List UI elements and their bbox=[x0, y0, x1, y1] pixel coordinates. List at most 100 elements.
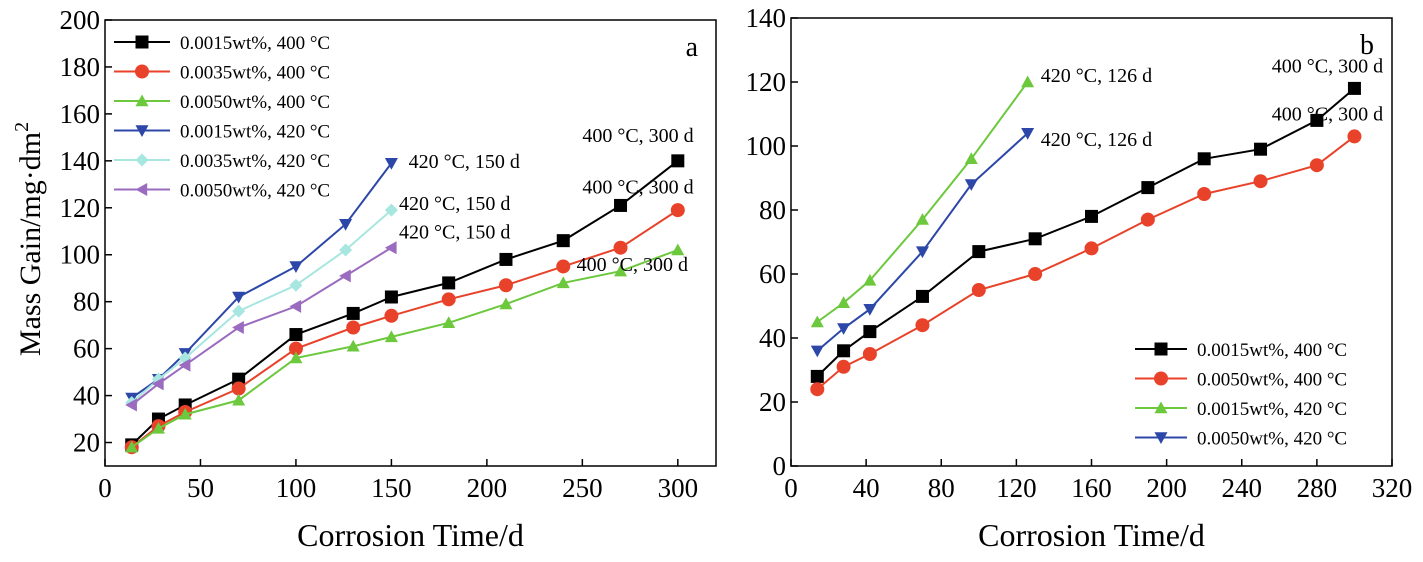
data-point bbox=[614, 264, 628, 277]
y-tick-label: 120 bbox=[60, 193, 101, 223]
x-tick-label: 80 bbox=[928, 473, 955, 503]
y-tick-label: 100 bbox=[60, 240, 101, 270]
data-point bbox=[915, 289, 929, 303]
x-tick-label: 0 bbox=[784, 473, 798, 503]
legend-entry: 0.0015wt%, 400 °C bbox=[1135, 340, 1347, 361]
legend-marker bbox=[135, 94, 149, 107]
legend-marker bbox=[1154, 371, 1168, 386]
y-tick-label: 180 bbox=[60, 52, 101, 82]
legend-entry: 0.0050wt%, 420 °C bbox=[1135, 429, 1347, 450]
legend-label: 0.0015wt%, 420 °C bbox=[180, 122, 330, 143]
data-point bbox=[670, 203, 685, 218]
data-point bbox=[964, 179, 978, 191]
data-point bbox=[289, 278, 303, 292]
data-point bbox=[289, 328, 303, 342]
data-point bbox=[442, 276, 456, 290]
data-point bbox=[384, 203, 398, 217]
data-point bbox=[289, 351, 303, 364]
data-point bbox=[556, 234, 570, 248]
y-tick-label: 80 bbox=[759, 195, 786, 225]
series-polyline bbox=[816, 132, 1029, 352]
data-point bbox=[346, 320, 361, 335]
y-tick-label: 120 bbox=[746, 67, 787, 97]
legend-entry: 0.0015wt%, 420 °C bbox=[114, 122, 330, 143]
legend-marker bbox=[135, 125, 149, 137]
legend: 0.0015wt%, 400 °C 0.0035wt%, 400 °C 0.0050… bbox=[114, 33, 330, 202]
data-point bbox=[232, 321, 244, 335]
data-point bbox=[810, 315, 824, 328]
data-point bbox=[232, 291, 246, 304]
series-line-3 bbox=[125, 243, 685, 453]
annotation-label: 420 °C, 150 d bbox=[399, 221, 510, 243]
y-tick-label: 0 bbox=[773, 451, 787, 481]
data-point bbox=[556, 276, 570, 289]
series-line-1 bbox=[125, 154, 685, 452]
data-point bbox=[178, 358, 191, 372]
x-tick-label: 250 bbox=[562, 473, 603, 503]
data-point bbox=[289, 299, 302, 313]
data-point bbox=[964, 152, 978, 164]
legend-marker bbox=[1154, 342, 1168, 356]
y-tick-label: 40 bbox=[73, 381, 100, 411]
data-point bbox=[614, 198, 628, 212]
legend-entry: 0.0050wt%, 420 °C bbox=[114, 181, 330, 202]
legend-label: 0.0050wt%, 420 °C bbox=[180, 181, 330, 202]
data-point bbox=[1347, 129, 1362, 144]
y-tick-label: 100 bbox=[746, 131, 787, 161]
data-point bbox=[863, 304, 877, 316]
data-point bbox=[971, 283, 986, 297]
legend-label: 0.0050wt%, 400 °C bbox=[1197, 370, 1347, 391]
x-tick-label: 100 bbox=[276, 473, 317, 503]
legend-entry: 0.0050wt%, 400 °C bbox=[1135, 370, 1347, 391]
data-point bbox=[384, 330, 398, 343]
data-point bbox=[1310, 113, 1324, 127]
y-tick-label: 140 bbox=[60, 146, 101, 176]
x-tick-label: 120 bbox=[996, 473, 1037, 503]
data-point bbox=[837, 296, 851, 308]
annotation-label: 400 °C, 300 d bbox=[582, 125, 693, 147]
x-axis-label: Corrosion Time/d bbox=[978, 517, 1205, 553]
data-point bbox=[384, 290, 398, 304]
data-point bbox=[613, 240, 628, 255]
data-point bbox=[232, 304, 246, 318]
panel-label: a bbox=[686, 32, 699, 63]
data-point bbox=[810, 369, 824, 383]
legend-label: 0.0035wt%, 420 °C bbox=[180, 151, 330, 172]
x-tick-label: 240 bbox=[1222, 473, 1263, 503]
data-point bbox=[288, 341, 303, 356]
data-point bbox=[1084, 241, 1099, 256]
legend-entry: 0.0015wt%, 400 °C bbox=[114, 33, 330, 54]
series-polyline bbox=[131, 249, 679, 449]
legend: 0.0015wt%, 400 °C 0.0050wt%, 400 °C 0.0015… bbox=[1135, 340, 1347, 450]
y-tick-label: 80 bbox=[73, 287, 100, 317]
data-point bbox=[384, 308, 399, 323]
data-point bbox=[810, 345, 824, 358]
data-point bbox=[1021, 128, 1035, 140]
data-point bbox=[339, 243, 353, 257]
legend-marker bbox=[135, 183, 148, 196]
annotation-label: 420 °C, 150 d bbox=[409, 151, 520, 173]
data-point bbox=[671, 154, 685, 168]
y-tick-label: 140 bbox=[746, 3, 787, 33]
data-point bbox=[125, 398, 137, 412]
y-axis-label-main: Mass Gain/mg·dm bbox=[14, 132, 47, 356]
data-point bbox=[1028, 232, 1042, 246]
data-point bbox=[1197, 152, 1211, 166]
y-tick-label: 60 bbox=[73, 334, 100, 364]
y-tick-label: 40 bbox=[759, 323, 786, 353]
data-point bbox=[339, 219, 353, 231]
x-tick-label: 40 bbox=[853, 473, 880, 503]
data-point bbox=[1253, 174, 1268, 189]
annotation-label: 400 °C, 300 d bbox=[582, 177, 693, 199]
chart-panel-b: 0 40 80 120 160 200 240 280 320 0 20 40 60 80 100 120 14… bbox=[746, 3, 1413, 553]
data-point bbox=[837, 344, 851, 358]
x-tick-label: 200 bbox=[1146, 473, 1187, 503]
legend-marker bbox=[135, 64, 149, 79]
series-line-6 bbox=[125, 241, 397, 412]
legend-marker bbox=[1154, 401, 1168, 414]
legend-label: 0.0050wt%, 400 °C bbox=[180, 92, 330, 113]
data-point bbox=[232, 393, 246, 406]
data-point bbox=[1140, 212, 1155, 227]
series-line-4 bbox=[810, 128, 1035, 358]
